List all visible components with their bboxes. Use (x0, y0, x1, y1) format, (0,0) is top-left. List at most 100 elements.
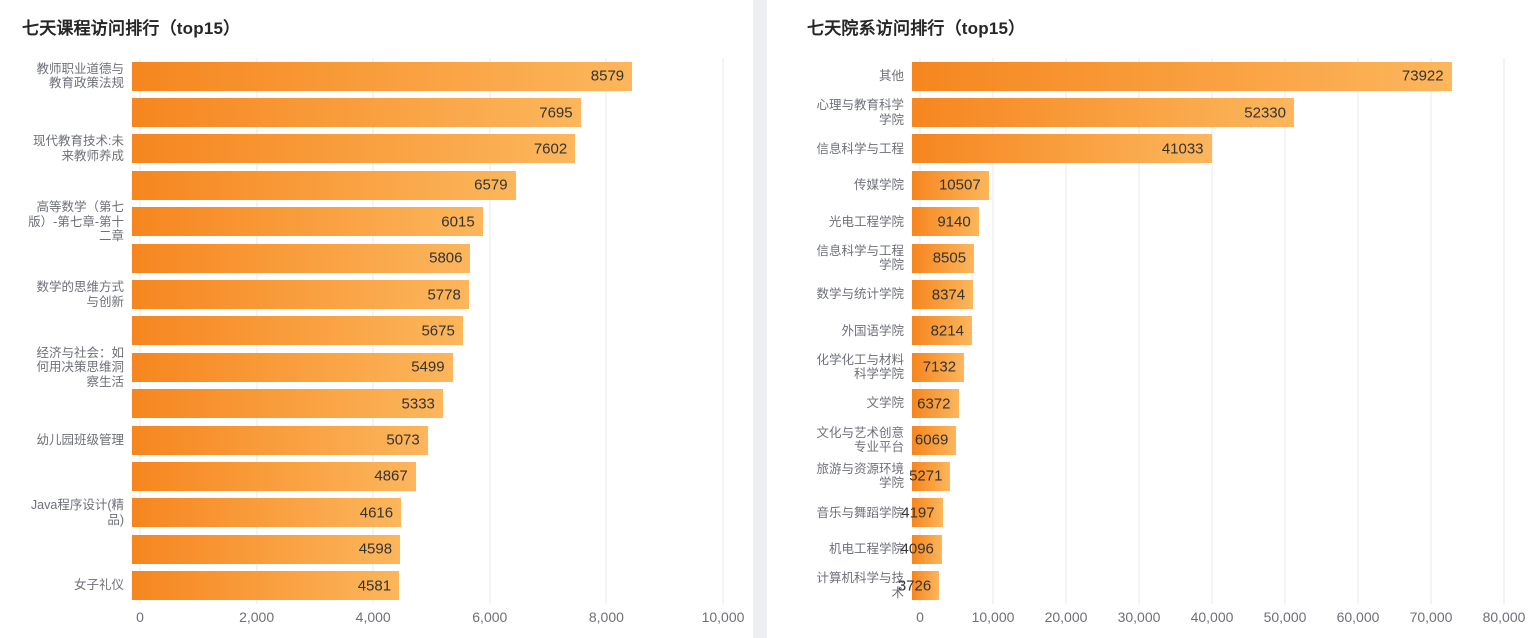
bar-row: 女子礼仪 4581 (0, 567, 753, 603)
value-label: 52330 (1244, 104, 1286, 122)
bar-row: 计算机科学与技术 3726 (767, 567, 1537, 603)
chart-title-departments: 七天院系访问排行（top15） (807, 19, 1026, 38)
course-ranking-chart-panel: 七天课程访问排行（top15） 教师职业道德与教育政策法规 8579 7695 现代教… (0, 0, 753, 638)
bar-row: 文学院 6372 (767, 386, 1537, 422)
bar-track: 4096 (901, 534, 1496, 564)
bar-track: 5778 (132, 280, 715, 310)
x-axis-tick-label: 80,000 (1482, 609, 1526, 625)
category-label: 化学化工与材料科学学院 (816, 352, 904, 382)
value-label: 4096 (900, 540, 934, 558)
bar-row: Java程序设计(精品) 4616 (0, 495, 753, 531)
bar-rows: 其他 73922 心理与教育科学学院 52330 信息科学与工程 41033 传媒学院 105… (767, 58, 1537, 604)
bar[interactable]: 4616 (132, 498, 402, 528)
bar-track: 5073 (132, 425, 715, 455)
value-label: 7695 (539, 104, 573, 122)
category-label: Java程序设计(精品) (30, 498, 124, 527)
x-axis-tick-label: 6,000 (472, 609, 508, 625)
value-label: 5778 (427, 286, 461, 304)
bar-row: 信息科学与工程学院 8505 (767, 240, 1537, 276)
value-label: 8214 (930, 322, 964, 340)
value-label: 10507 (938, 176, 981, 194)
bar[interactable]: 9140 (912, 207, 979, 237)
bar[interactable]: 4197 (901, 498, 943, 528)
category-label: 文学院 (866, 396, 904, 411)
category-label: 高等数学（第七版）-第七章-第十二章 (28, 200, 124, 244)
value-label: 6015 (441, 213, 475, 231)
category-label: 传媒学院 (853, 178, 904, 193)
value-label: 4867 (374, 467, 408, 485)
category-label: 信息科学与工程学院 (816, 243, 904, 273)
chart-title-courses: 七天课程访问排行（top15） (22, 19, 241, 38)
x-axis-tick-label: 40,000 (1190, 609, 1234, 625)
grid-line (1284, 58, 1286, 604)
bar-track: 5271 (909, 461, 1496, 491)
bar[interactable]: 4581 (132, 571, 400, 601)
category-label: 计算机科学与技术 (816, 571, 904, 600)
value-label: 7132 (922, 358, 957, 376)
bar[interactable]: 10507 (912, 170, 989, 200)
bar[interactable]: 8505 (912, 243, 975, 273)
bar[interactable]: 6015 (132, 207, 483, 237)
grid-line (992, 58, 994, 604)
value-label: 5271 (909, 467, 943, 485)
bar-track: 6579 (132, 170, 715, 200)
bar-track: 5675 (132, 316, 715, 346)
bar-row: 数学的思维方式与创新 5778 (0, 276, 753, 312)
category-label: 外国语学院 (841, 323, 904, 338)
bar-row: 6579 (0, 167, 753, 203)
bar[interactable]: 6069 (912, 425, 957, 455)
bar[interactable]: 7132 (912, 352, 965, 382)
bar[interactable]: 6579 (132, 170, 516, 200)
category-label: 经济与社会：如何用决策思维洞察生活 (36, 345, 124, 389)
bar[interactable]: 5778 (132, 280, 469, 310)
x-axis: 0 10,000 20,000 30,000 40,000 50,000 60,000 70,… (916, 609, 1525, 633)
bar[interactable]: 5073 (132, 425, 428, 455)
x-axis-tick-label: 10,000 (701, 609, 745, 625)
bar[interactable]: 7602 (132, 134, 576, 164)
bar-track: 4197 (901, 498, 1496, 528)
bar-rows: 教师职业道德与教育政策法规 8579 7695 现代教育技术:未来教师养成 7602 65… (0, 58, 753, 604)
bar[interactable]: 5675 (132, 316, 463, 346)
bar[interactable]: 41033 (912, 134, 1212, 164)
bar[interactable]: 5271 (909, 461, 951, 491)
category-label: 心理与教育科学学院 (816, 98, 904, 127)
value-label: 4616 (359, 504, 394, 522)
bar[interactable]: 5333 (132, 389, 443, 419)
bar[interactable]: 52330 (912, 98, 1294, 128)
bar[interactable]: 8579 (132, 61, 633, 91)
bar[interactable]: 3726 (898, 571, 940, 601)
value-label: 8579 (590, 67, 625, 85)
bar[interactable]: 8374 (912, 280, 974, 310)
bar-track: 8214 (912, 316, 1496, 346)
bar-row: 教师职业道德与教育政策法规 8579 (0, 58, 753, 94)
value-label: 5499 (411, 358, 445, 376)
x-axis-tick-label: 30,000 (1117, 609, 1161, 625)
grid-line (1430, 58, 1432, 604)
bar-track: 9140 (912, 207, 1496, 237)
bar[interactable]: 7695 (132, 98, 581, 128)
bar-track: 5333 (132, 389, 715, 419)
bar[interactable]: 4867 (132, 461, 416, 491)
value-label: 6579 (474, 176, 508, 194)
category-label: 数学的思维方式与创新 (36, 280, 124, 309)
bar-row: 传媒学院 10507 (767, 167, 1537, 203)
bar[interactable]: 5806 (132, 243, 471, 273)
bar-row: 化学化工与材料科学学院 7132 (767, 349, 1537, 385)
value-label: 73922 (1401, 67, 1444, 85)
bar-row: 幼儿园班级管理 5073 (0, 422, 753, 458)
bar-track: 6069 (912, 425, 1496, 455)
category-label: 机电工程学院 (828, 542, 904, 557)
x-axis-tick-label: 70,000 (1409, 609, 1453, 625)
bar[interactable]: 73922 (912, 61, 1452, 91)
x-axis-tick-label: 0 (916, 609, 924, 625)
bar[interactable]: 4096 (901, 534, 942, 564)
bar[interactable]: 6372 (912, 389, 959, 419)
bar-track: 3726 (898, 571, 1496, 601)
value-label: 5073 (386, 431, 420, 449)
value-label: 6069 (914, 431, 949, 449)
bar[interactable]: 8214 (912, 316, 972, 346)
bar[interactable]: 5499 (132, 352, 453, 382)
category-label: 女子礼仪 (73, 578, 124, 593)
bar-track: 8374 (912, 280, 1496, 310)
bar[interactable]: 4598 (132, 534, 401, 564)
